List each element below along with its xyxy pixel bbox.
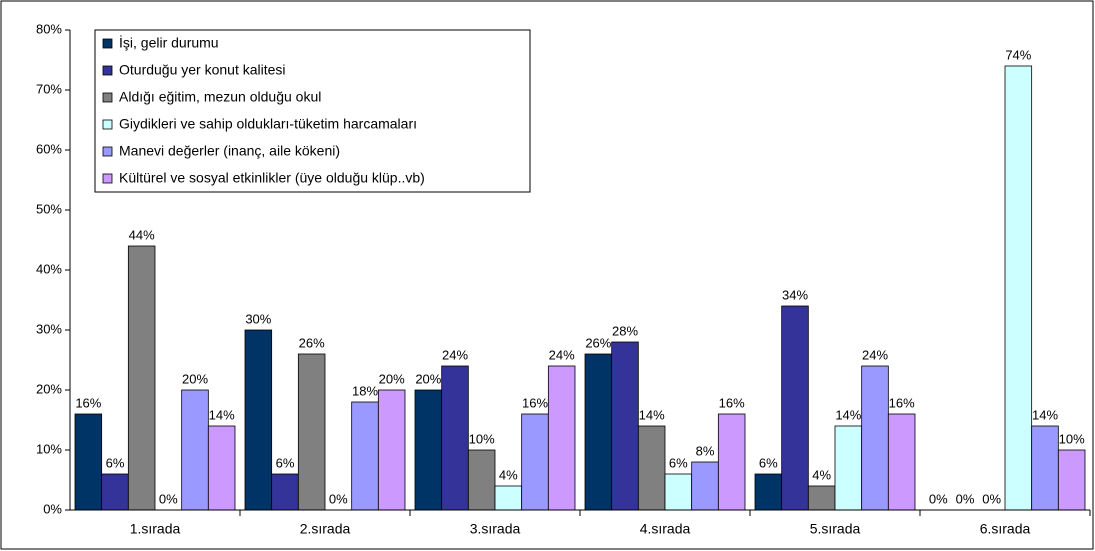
bar (351, 401, 379, 511)
data-label: 14% (209, 407, 235, 422)
bar (521, 413, 549, 511)
bar (584, 353, 613, 511)
data-label: 4% (499, 467, 518, 482)
data-label: 16% (522, 395, 548, 410)
data-label: 16% (889, 395, 915, 410)
y-tick-label: 30% (36, 321, 62, 336)
data-label: 0% (329, 491, 348, 506)
data-label: 44% (129, 227, 155, 242)
x-tick-label: 2.sırada (300, 521, 351, 537)
legend-swatch (102, 65, 113, 76)
bar (1004, 65, 1033, 511)
data-label: 16% (75, 395, 101, 410)
legend-label: Giydikleri ve sahip oldukları-tüketim ha… (119, 116, 417, 132)
data-label: 6% (669, 455, 688, 470)
x-tick-label: 3.sırada (470, 521, 521, 537)
data-label: 24% (549, 347, 575, 362)
bar (547, 365, 576, 511)
data-label: 14% (1032, 407, 1058, 422)
legend-label: Oturduğu yer konut kalitesi (119, 62, 286, 78)
data-label: 14% (639, 407, 665, 422)
bar (887, 413, 916, 511)
bar (1031, 425, 1059, 511)
legend-label: İşi, gelir durumu (119, 34, 219, 51)
y-tick-label: 40% (36, 261, 62, 276)
bar (414, 389, 443, 511)
bar (717, 413, 746, 511)
x-tick-label: 6.sırada (980, 521, 1031, 537)
bar (1057, 449, 1086, 511)
legend-swatch (102, 146, 113, 157)
bar (691, 461, 719, 511)
data-label: 8% (696, 443, 715, 458)
data-label: 0% (956, 491, 975, 506)
data-label: 14% (835, 407, 861, 422)
bar (807, 485, 836, 511)
y-tick-label: 80% (36, 21, 62, 36)
legend-swatch (102, 38, 113, 49)
legend-swatch (102, 119, 113, 130)
legend-box (94, 29, 531, 193)
data-label: 26% (299, 335, 325, 350)
y-tick-label: 70% (36, 81, 62, 96)
data-label: 0% (929, 491, 948, 506)
data-label: 16% (719, 395, 745, 410)
data-label: 24% (862, 347, 888, 362)
bar (861, 365, 889, 511)
bar (181, 389, 209, 511)
bar (441, 365, 469, 511)
data-label: 26% (585, 335, 611, 350)
bar (637, 425, 666, 511)
bar (664, 473, 693, 511)
data-label: 18% (352, 383, 378, 398)
y-tick-label: 0% (43, 501, 62, 516)
data-label: 10% (1059, 431, 1085, 446)
data-label: 34% (782, 287, 808, 302)
y-tick-label: 20% (36, 381, 62, 396)
data-label: 20% (379, 371, 405, 386)
bar (244, 329, 273, 511)
bar (467, 449, 496, 511)
bar (101, 473, 129, 511)
bar (781, 305, 809, 511)
data-label: 0% (159, 491, 178, 506)
bar (834, 425, 863, 511)
data-label: 74% (1005, 47, 1031, 62)
legend-swatch (102, 173, 113, 184)
data-label: 20% (415, 371, 441, 386)
bar (74, 413, 103, 511)
data-label: 4% (812, 467, 831, 482)
bar (611, 341, 639, 511)
bar (754, 473, 783, 511)
x-tick-label: 1.sırada (130, 521, 181, 537)
data-label: 30% (245, 311, 271, 326)
bar (494, 485, 523, 511)
bar (271, 473, 299, 511)
data-label: 20% (182, 371, 208, 386)
y-tick-label: 60% (36, 141, 62, 156)
legend-label: Kültürel ve sosyal etkinlikler (üye oldu… (119, 170, 425, 186)
legend-label: Manevi değerler (inanç, aile kökeni) (119, 143, 340, 159)
data-label: 24% (442, 347, 468, 362)
legend-swatch (102, 92, 113, 103)
bar (377, 389, 406, 511)
x-tick-label: 5.sırada (810, 521, 861, 537)
data-label: 6% (106, 455, 125, 470)
data-label: 6% (759, 455, 778, 470)
data-label: 28% (612, 323, 638, 338)
data-label: 6% (276, 455, 295, 470)
bar (297, 353, 326, 511)
y-tick-label: 10% (36, 441, 62, 456)
data-label: 0% (982, 491, 1001, 506)
bar (127, 245, 156, 511)
legend-label: Aldığı eğitim, mezun olduğu okul (119, 89, 321, 105)
y-tick-label: 50% (36, 201, 62, 216)
bar (207, 425, 236, 511)
data-label: 10% (469, 431, 495, 446)
x-tick-label: 4.sırada (640, 521, 691, 537)
